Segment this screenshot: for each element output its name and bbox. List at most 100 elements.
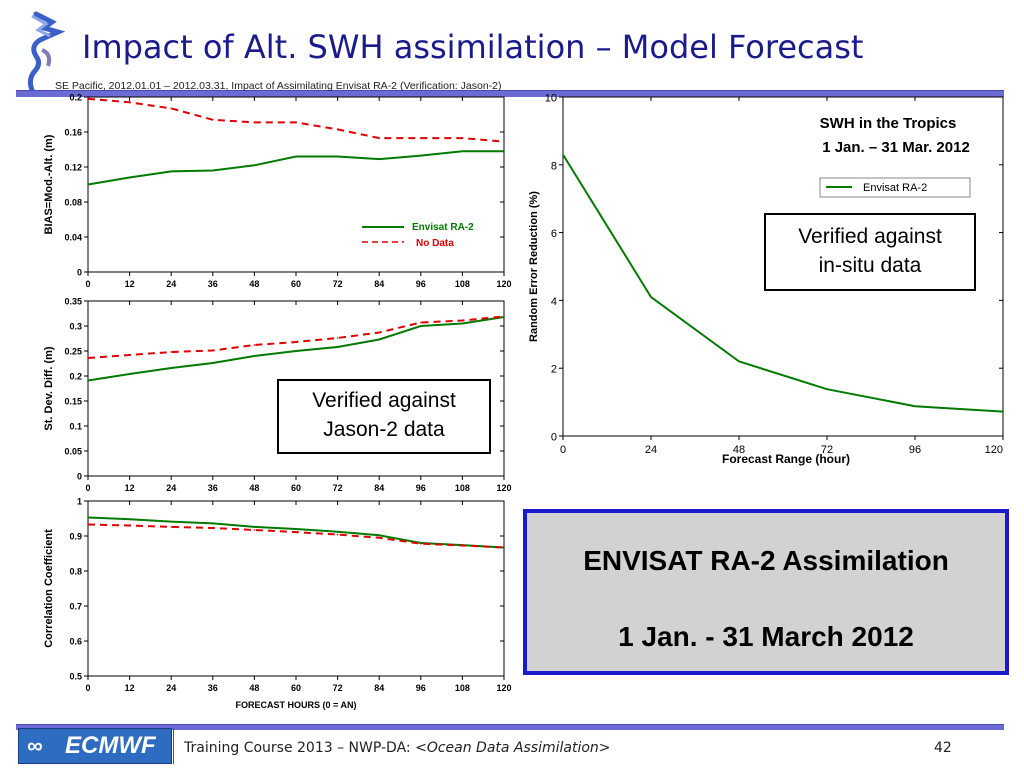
stdev-x-tick-label: 72 <box>333 483 343 493</box>
stdev-data-point <box>461 322 464 325</box>
summary-box: ENVISAT RA-2 Assimilation 1 Jan. - 31 Ma… <box>523 509 1009 675</box>
slide-title: Impact of Alt. SWH assimilation – Model … <box>82 28 864 66</box>
bias-x-tick-label: 60 <box>291 279 301 289</box>
swh-x-tick-label: 120 <box>985 444 1003 456</box>
bias-y-tick-label: 0.16 <box>64 128 82 138</box>
stdev-data-point <box>170 351 172 353</box>
corr-data-point <box>420 542 422 545</box>
ecmwf-logo: ∞ ECMWF <box>18 728 172 764</box>
stdev-data-point <box>295 341 297 343</box>
swh-x-axis-label: Forecast Range (hour) <box>722 452 850 466</box>
stdev-y-tick-label: 0.25 <box>64 347 82 357</box>
corr-data-point <box>128 524 131 527</box>
stdev-data-point <box>503 315 505 318</box>
bias-data-point <box>212 169 214 172</box>
bias-data-point <box>378 137 381 139</box>
bias-data-point <box>503 150 505 153</box>
stdev-y-tick-label: 0 <box>77 472 82 482</box>
stdev-data-point <box>461 319 464 322</box>
corr-x-tick-label: 96 <box>416 683 426 693</box>
corr-x-tick-label: 72 <box>333 683 343 693</box>
corr-data-point <box>378 536 381 539</box>
ecmwf-swirl-logo-icon <box>27 11 66 92</box>
summary-period: 1 Jan. - 31 March 2012 <box>618 621 914 652</box>
corr-x-axis-label: FORECAST HOURS (0 = AN) <box>236 700 357 710</box>
stdev-x-tick-label: 24 <box>166 483 176 493</box>
swh-data-point <box>650 296 652 298</box>
swh-legend-envisat-label: Envisat RA-2 <box>863 182 927 194</box>
bias-x-tick-label: 72 <box>333 279 343 289</box>
corr-data-point <box>253 529 256 531</box>
bias-data-point <box>378 158 381 160</box>
ecmwf-wave-icon: ∞ <box>27 733 43 758</box>
stdev-data-point <box>128 354 131 356</box>
bias-data-point <box>336 128 339 131</box>
stdev-data-point <box>128 373 131 375</box>
bias-x-tick-label: 0 <box>85 279 90 289</box>
swh-legend-box <box>819 177 971 198</box>
corr-y-tick-label: 0.8 <box>69 567 82 577</box>
stdev-x-tick-label: 0 <box>85 483 90 493</box>
bias-legend-nodata-label: No Data <box>416 238 454 249</box>
bias-data-point <box>295 155 297 158</box>
stdev-y-tick-label: 0.05 <box>64 447 82 457</box>
stdev-x-tick-label: 36 <box>208 483 218 493</box>
stdev-x-tick-label: 96 <box>416 483 426 493</box>
corr-y-tick-label: 0.5 <box>69 672 82 682</box>
swh-data-point <box>738 360 740 363</box>
corr-y-axis-label: Correlation Coefficient <box>43 529 55 648</box>
stdev-data-point <box>87 379 89 382</box>
stdev-data-point <box>212 362 214 364</box>
swh-x-tick-label: 0 <box>560 444 566 456</box>
bias-data-point <box>420 137 422 139</box>
swh-data-point <box>914 405 916 407</box>
page-number: 42 <box>934 740 952 756</box>
stdev-series-envisat-ra-2 <box>87 316 505 382</box>
summary-title: ENVISAT RA-2 Assimilation <box>583 545 949 576</box>
bias-data-point <box>212 118 214 121</box>
bias-data-point <box>87 97 89 100</box>
corr-series-no-data <box>87 523 505 549</box>
stdev-data-point <box>212 349 214 352</box>
swh-y-tick-label: 10 <box>545 93 557 105</box>
bias-y-tick-label: 0.04 <box>64 233 82 243</box>
chart-caption: SE Pacific, 2012.01.01 – 2012.03.31, Imp… <box>55 80 502 92</box>
stdev-data-point <box>170 367 172 369</box>
footer-text: Training Course 2013 – NWP-DA: <Ocean Da… <box>184 740 611 756</box>
corr-x-tick-label: 120 <box>496 683 511 693</box>
swh-x-tick-label: 72 <box>821 444 833 456</box>
bias-data-point <box>128 176 131 179</box>
bias-data-point <box>128 101 131 104</box>
corr-data-point <box>170 520 172 523</box>
swh-data-point <box>1002 410 1004 413</box>
bias-series-no-data <box>87 97 505 143</box>
corr-plot-frame <box>87 500 505 677</box>
stdev-y-tick-label: 0.3 <box>69 322 82 332</box>
corr-x-tick-label: 48 <box>249 683 259 693</box>
corr-data-point <box>212 522 214 525</box>
stdev-data-point <box>378 338 381 341</box>
swh-x-tick-label: 24 <box>645 444 657 456</box>
footer-topic: <Ocean Data Assimilation> <box>415 740 611 756</box>
corr-data-point <box>295 528 297 530</box>
corr-y-tick-label: 1 <box>77 497 82 507</box>
bias-data-point <box>87 183 89 186</box>
bias-x-tick-label: 120 <box>496 279 511 289</box>
bias-data-point <box>461 137 464 139</box>
corr-x-tick-label: 12 <box>125 683 135 693</box>
bias-data-point <box>461 150 464 153</box>
corr-x-tick-label: 60 <box>291 683 301 693</box>
swh-y-tick-label: 6 <box>551 228 557 240</box>
bias-data-point <box>420 154 422 157</box>
bias-data-point <box>170 107 172 110</box>
corr-x-tick-label: 84 <box>374 683 384 693</box>
bias-data-point <box>336 155 339 158</box>
bias-y-axis-label: BIAS=Mod.-Alt. (m) <box>43 134 55 234</box>
corr-data-point <box>87 516 89 519</box>
callout-insitu-line1: Verified against <box>798 225 942 248</box>
bias-data-point <box>253 164 256 167</box>
stdev-data-point <box>336 346 339 348</box>
swh-y-tick-label: 2 <box>551 364 557 376</box>
